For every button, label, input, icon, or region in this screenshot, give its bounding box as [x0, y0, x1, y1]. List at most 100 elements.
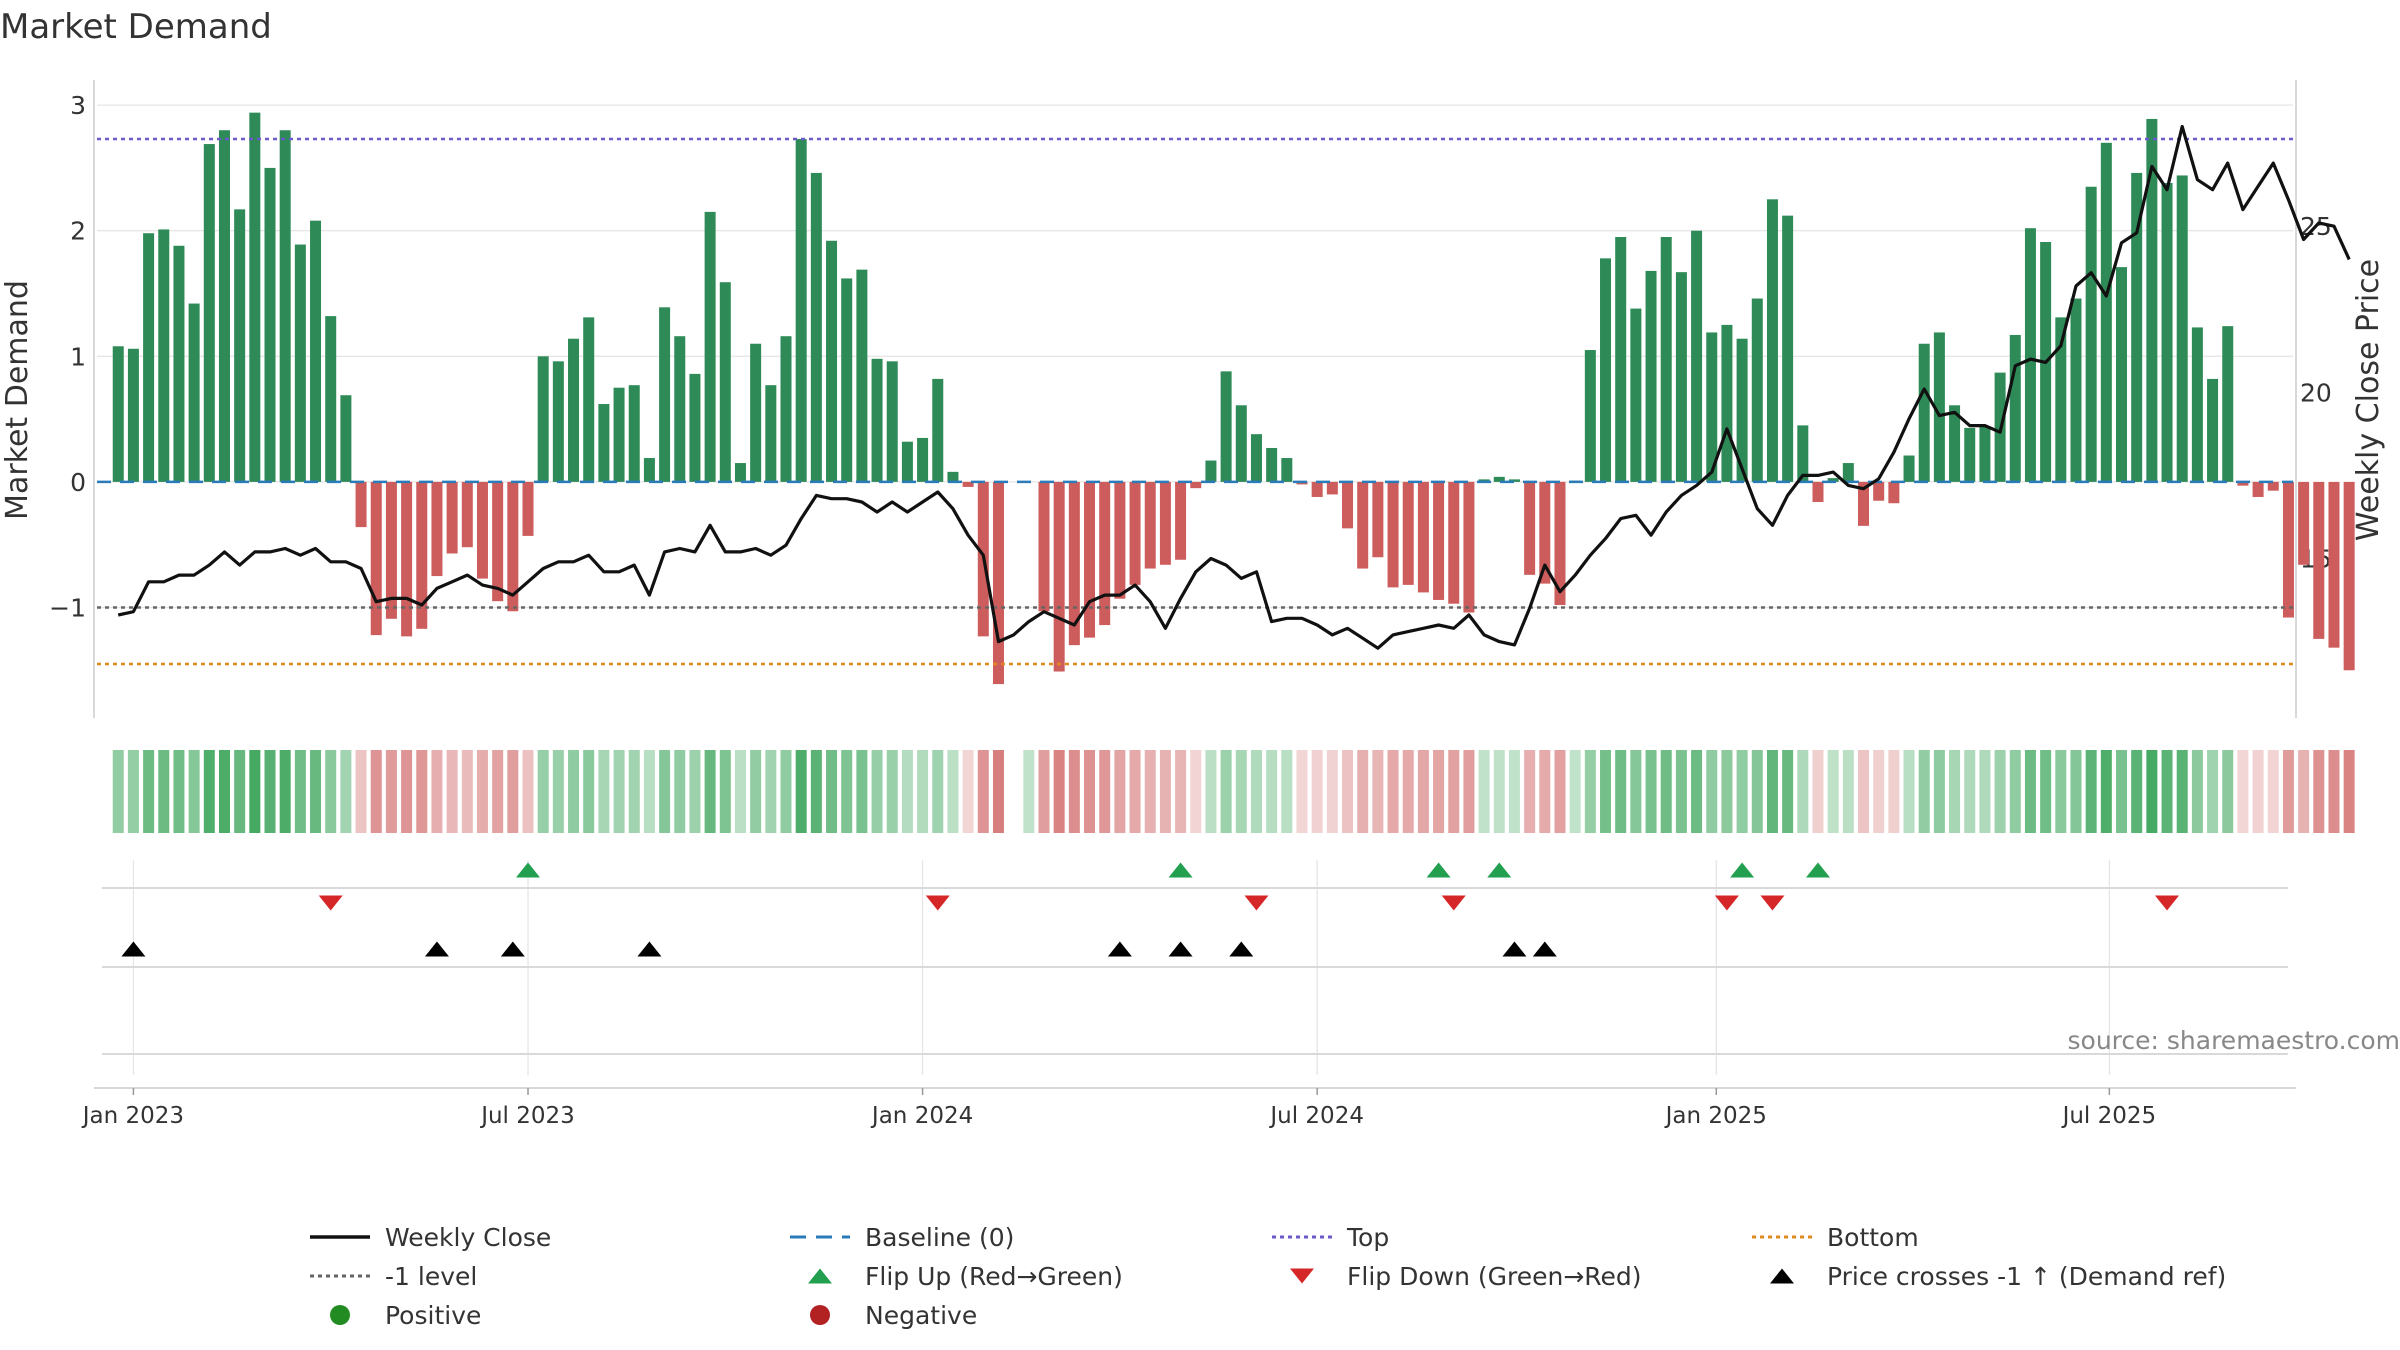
heat-strip-cell [310, 750, 322, 833]
heat-strip-cell [583, 750, 595, 833]
heat-strip-cell [249, 750, 261, 833]
heat-strip-cell [1812, 750, 1824, 833]
heat-strip-cell [1433, 750, 1445, 833]
demand-bar [1979, 426, 1991, 482]
flip-down-marker [1714, 895, 1739, 911]
demand-bar [1190, 481, 1202, 489]
heat-strip-cell [2222, 750, 2234, 833]
legend-label: Flip Down (Green→Red) [1347, 1262, 1642, 1291]
heat-strip-cell [1842, 750, 1854, 833]
demand-bar [492, 481, 504, 602]
heat-strip-cell [1706, 750, 1718, 833]
demand-bar [765, 385, 777, 482]
heat-strip-cell [355, 750, 367, 833]
demand-bar [355, 481, 367, 528]
demand-bar [446, 481, 458, 554]
heat-strip-cell [1478, 750, 1490, 833]
heat-strip-cell [1266, 750, 1278, 833]
demand-bar [947, 471, 959, 482]
flip-up-marker [1805, 862, 1830, 878]
demand-bar [1888, 481, 1900, 504]
heat-strip-cell [401, 750, 413, 833]
demand-bar [1736, 338, 1748, 482]
heat-strip-cell [719, 750, 731, 833]
heat-strip-cell [1038, 750, 1050, 833]
heat-strip-cell [2161, 750, 2173, 833]
demand-bar [2267, 481, 2279, 491]
heat-strip-cell [2085, 750, 2097, 833]
heat-strip-cell [1918, 750, 1930, 833]
heat-strip-cell [431, 750, 443, 833]
heat-strip-cell [613, 750, 625, 833]
heat-strip-cell [1175, 750, 1187, 833]
heat-strip-cell [173, 750, 185, 833]
heat-strip-cell [780, 750, 792, 833]
heat-strip-cell [765, 750, 777, 833]
y2-axis-label: Weekly Close Price [2351, 259, 2386, 541]
heat-strip-cell [1342, 750, 1354, 833]
demand-bar [1873, 481, 1885, 501]
demand-bar [2237, 481, 2249, 486]
demand-bar [1357, 481, 1369, 569]
demand-bar [2085, 186, 2097, 482]
demand-bar [750, 343, 762, 482]
demand-bar [1205, 460, 1217, 482]
demand-bar [2009, 334, 2021, 482]
flip-up-marker [1426, 862, 1451, 878]
demand-bar [1751, 298, 1763, 482]
y-tick-label: −1 [49, 593, 86, 622]
demand-bar [1782, 215, 1794, 482]
demand-bar [1417, 481, 1429, 593]
heat-strip-cell [264, 750, 276, 833]
heat-strip-cell [1205, 750, 1217, 833]
heat-strip-cell [188, 750, 200, 833]
heat-strip-cell [2009, 750, 2021, 833]
y-axis-label: Market Demand [0, 280, 35, 520]
heat-strip-cell [977, 750, 989, 833]
heat-strip-cell [856, 750, 868, 833]
heat-strip-cell [932, 750, 944, 833]
heat-strip-cell [416, 750, 428, 833]
heat-strip-cell [1144, 750, 1156, 833]
weekly-close-line [117, 124, 2351, 650]
heat-strip-cell [2131, 750, 2143, 833]
heat-strip-cell [962, 750, 974, 833]
heat-strip-cell [947, 750, 959, 833]
demand-bar [1766, 199, 1778, 482]
heat-strip-cell [871, 750, 883, 833]
demand-bar [1175, 481, 1187, 560]
demand-bar [385, 481, 397, 619]
demand-bar [643, 458, 655, 482]
heat-strip-cell [279, 750, 291, 833]
demand-bar [1372, 481, 1384, 558]
demand-bar [719, 282, 731, 482]
demand-bar [568, 338, 580, 482]
source-label: source: sharemaestro.com [2068, 1026, 2400, 1055]
heat-strip-cell [1372, 750, 1384, 833]
demand-bar [1493, 476, 1505, 482]
heat-strip-cell [127, 750, 139, 833]
demand-bar [689, 373, 701, 482]
demand-bar [1797, 425, 1809, 482]
demand-bar [674, 336, 686, 482]
heat-strip-cell [1190, 750, 1202, 833]
heat-strip-cell [1539, 750, 1551, 833]
y-tick-label: 3 [70, 91, 86, 120]
demand-bar [1053, 481, 1065, 672]
legend-label: Top [1346, 1223, 1389, 1252]
demand-bar [2298, 481, 2310, 565]
heat-strip-cell [1782, 750, 1794, 833]
heat-strip-cell [1979, 750, 1991, 833]
x-tick-label: Jan 2025 [1664, 1103, 1767, 1129]
demand-bar [2131, 172, 2143, 482]
heat-strip-cell [112, 750, 124, 833]
demand-bar [1114, 481, 1126, 599]
demand-bar [1326, 481, 1338, 495]
demand-bar [325, 316, 337, 482]
heat-strip-cell [143, 750, 155, 833]
heat-strip-cell [446, 750, 458, 833]
demand-bar [917, 437, 929, 482]
heat-strip-cell [1645, 750, 1657, 833]
demand-bar [2282, 481, 2294, 618]
legend-swatch [808, 1268, 832, 1284]
